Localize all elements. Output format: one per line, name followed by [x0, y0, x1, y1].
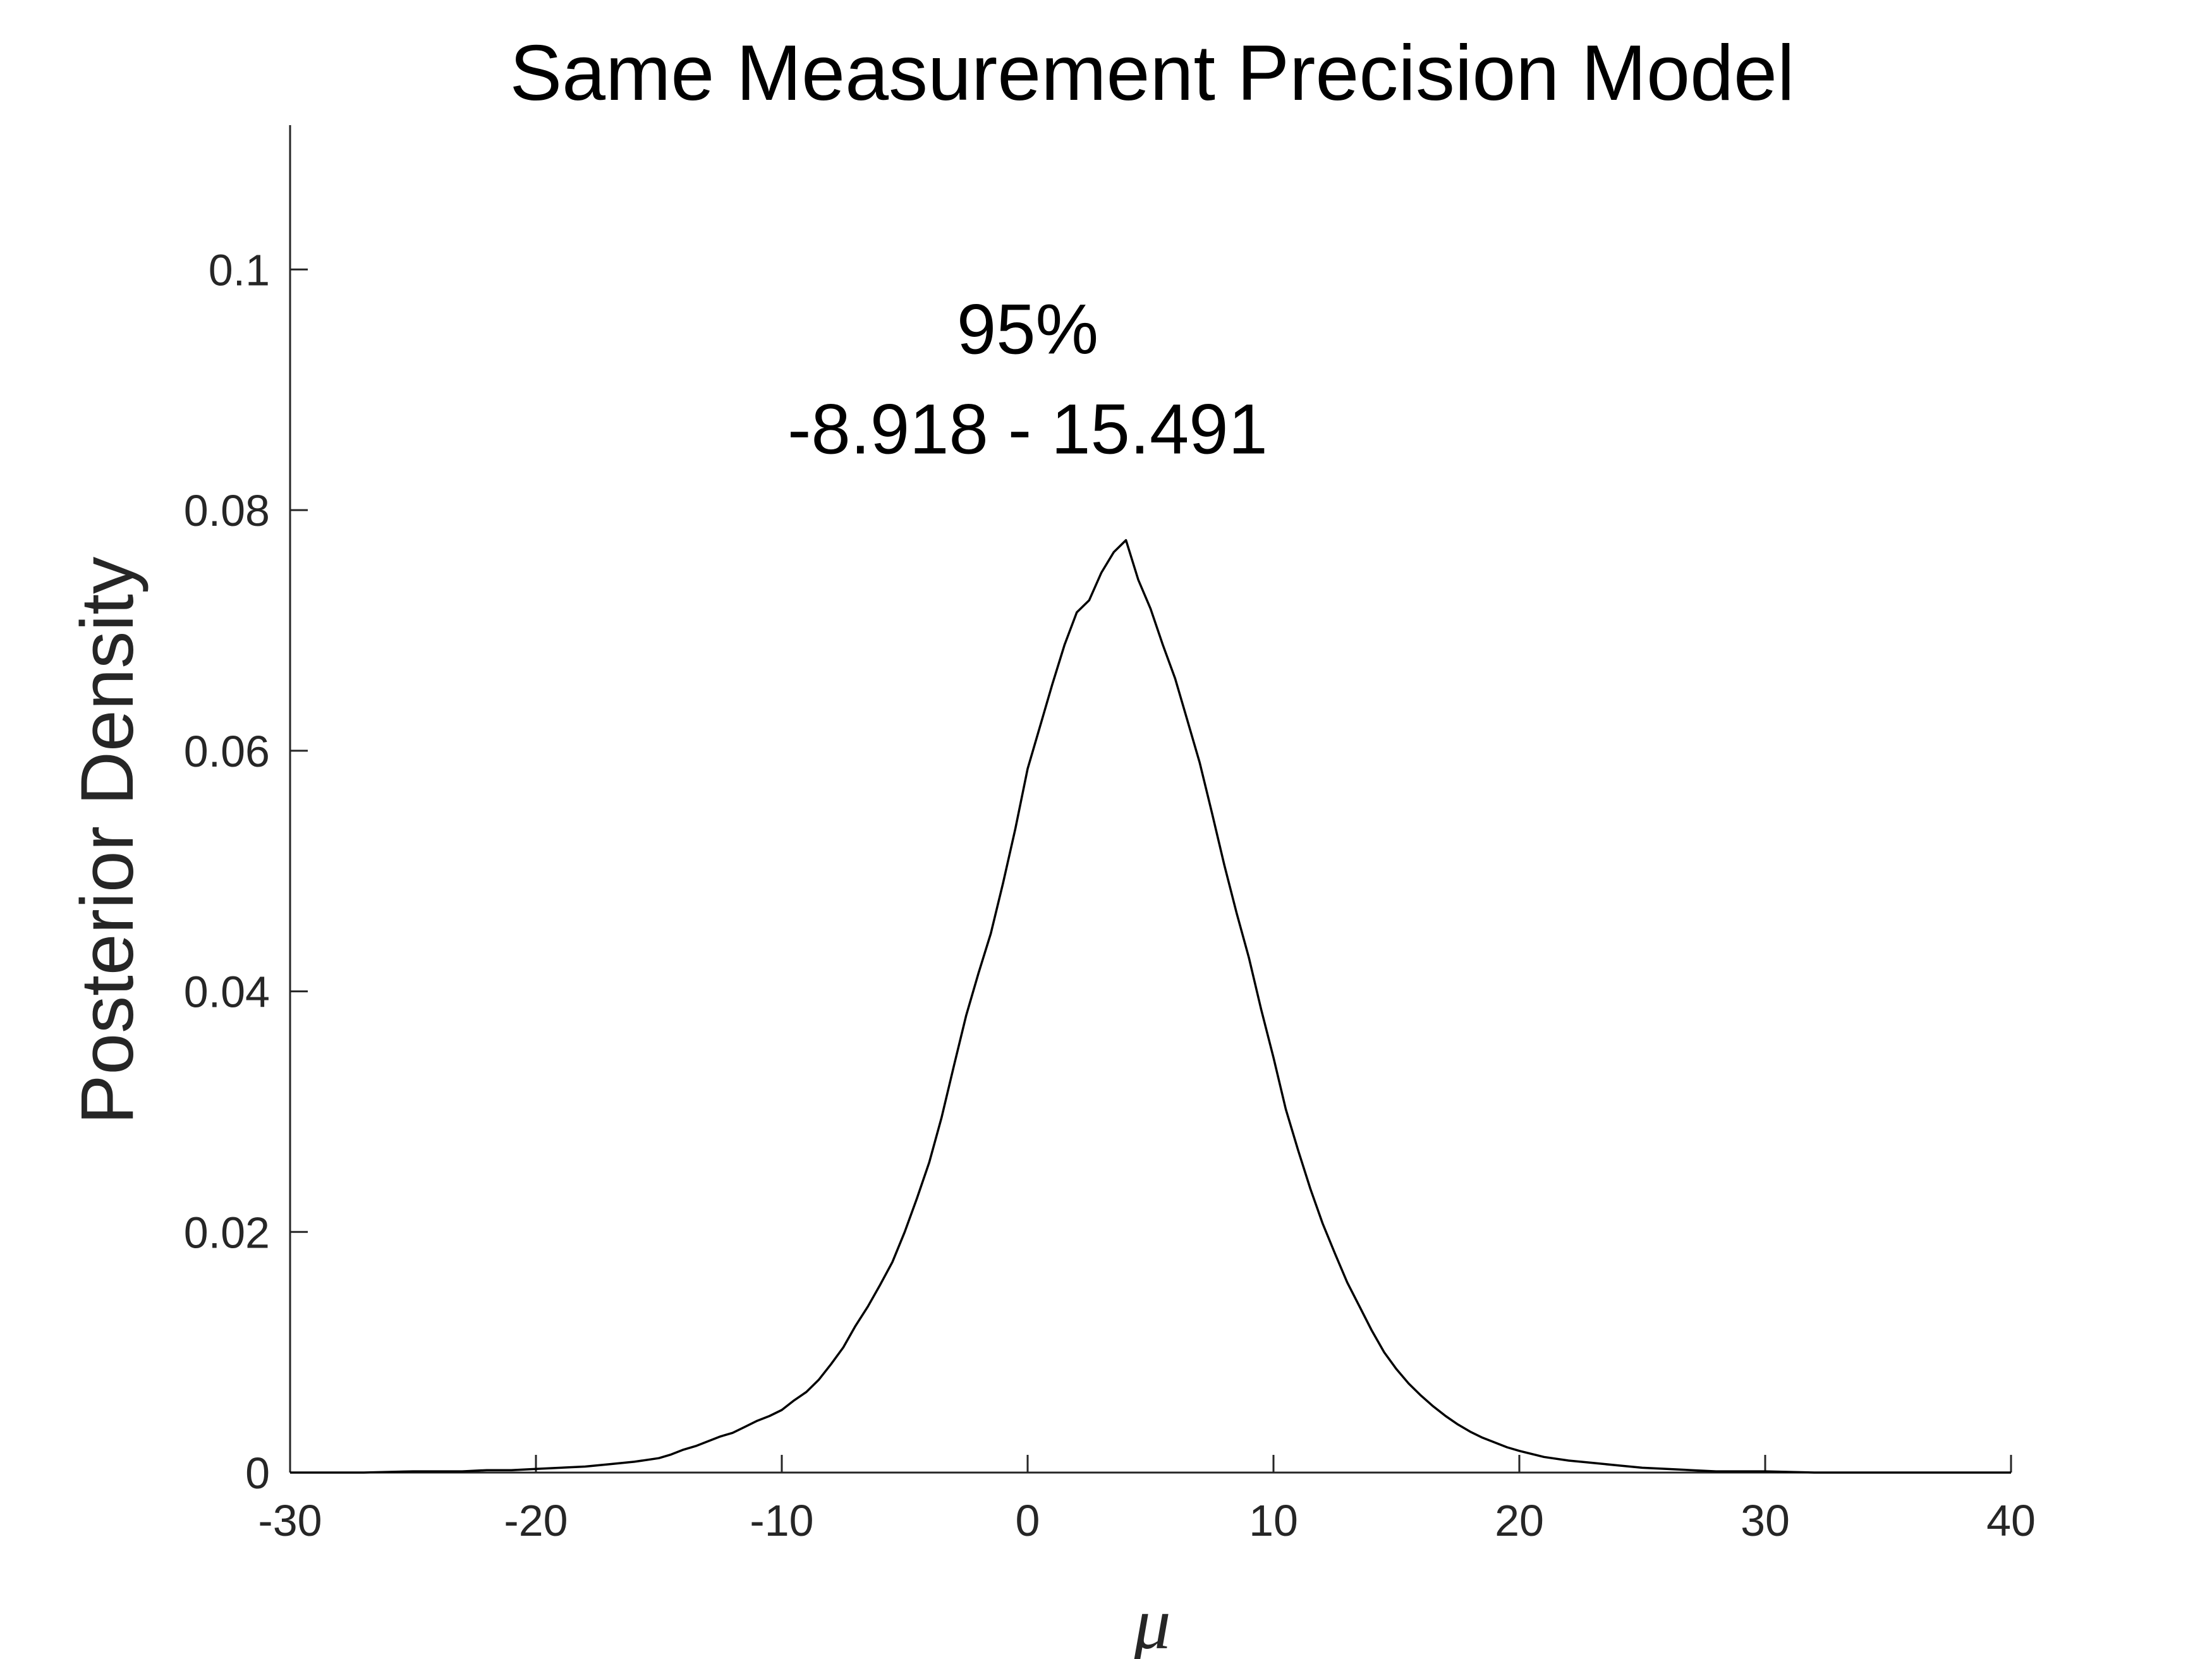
x-tick-label: -30: [258, 1496, 322, 1545]
x-axis-ticks: -30 -20 -10 0 10 20 30 40: [258, 1455, 2036, 1545]
x-tick-label: 20: [1495, 1496, 1544, 1545]
axes: [289, 125, 2011, 1474]
y-tick-label: 0.04: [184, 968, 270, 1017]
x-tick-label: 40: [1986, 1496, 2036, 1545]
x-tick-label: 10: [1249, 1496, 1298, 1545]
x-tick-label: -10: [750, 1496, 813, 1545]
interval-percent-label: 95%: [957, 290, 1098, 369]
y-axis-ticks: 0 0.02 0.04 0.06 0.08 0.1: [184, 245, 308, 1498]
y-tick-label: 0.1: [209, 245, 270, 295]
x-tick-label: -20: [504, 1496, 568, 1545]
posterior-density-curve: [290, 538, 2011, 1474]
chart-title: Same Measurement Precision Model: [509, 30, 1794, 117]
y-tick-label: 0.06: [184, 727, 270, 776]
y-axis-label: Posterior Density: [66, 557, 149, 1124]
interval-range-label: -8.918 - 15.491: [787, 390, 1268, 469]
y-tick-label: 0.08: [184, 486, 270, 535]
y-tick-label: 0: [245, 1449, 270, 1498]
x-axis-label: μ: [1133, 1582, 1170, 1659]
x-tick-label: 30: [1741, 1496, 1790, 1545]
x-tick-label: 0: [1016, 1496, 1040, 1545]
y-tick-label: 0.02: [184, 1208, 270, 1257]
